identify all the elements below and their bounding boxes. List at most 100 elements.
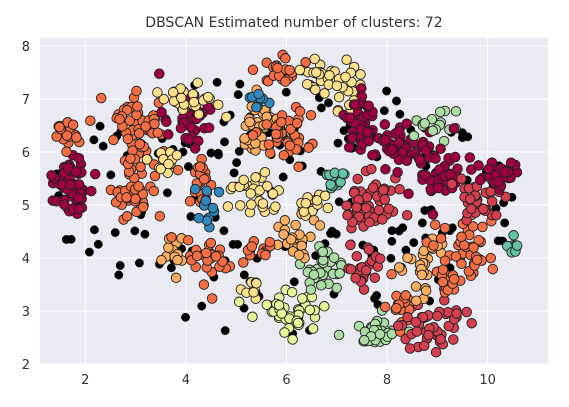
cluster-point [202, 91, 214, 103]
noise-point [130, 226, 140, 236]
cluster-point [341, 200, 352, 211]
cluster-point [439, 222, 451, 234]
x-axis-ticks: 2 4 6 8 10 [81, 373, 496, 388]
cluster-point [383, 203, 394, 214]
cluster-point [163, 129, 174, 140]
cluster-point [310, 67, 322, 78]
cluster-point [432, 182, 444, 194]
x-tick-label: 6 [282, 373, 290, 388]
cluster-point [270, 128, 282, 140]
cluster-point [284, 140, 296, 151]
cluster-point [430, 346, 442, 358]
cluster-point [247, 311, 258, 323]
cluster-point [121, 211, 133, 222]
x-tick-label: 4 [182, 373, 190, 388]
cluster-point [73, 152, 85, 164]
cluster-point [416, 269, 428, 281]
cluster-point [374, 253, 386, 264]
cluster-point [278, 149, 290, 161]
cluster-point [294, 106, 306, 117]
cluster-point [393, 126, 405, 137]
cluster-point [137, 201, 149, 213]
cluster-point [172, 254, 183, 266]
cluster-point [259, 166, 271, 178]
cluster-point [429, 219, 441, 230]
cluster-point [198, 173, 210, 185]
noise-point [398, 223, 408, 233]
y-tick-label: 4 [22, 252, 30, 267]
noise-point [95, 121, 105, 131]
cluster-point [167, 86, 179, 98]
cluster-point [359, 334, 370, 346]
cluster-point [235, 200, 246, 211]
cluster-point [401, 209, 413, 221]
cluster-point [286, 286, 298, 298]
cluster-point [308, 269, 320, 280]
cluster-point [363, 135, 374, 147]
cluster-point [367, 149, 378, 161]
cluster-point [108, 134, 119, 146]
noise-point [110, 228, 120, 238]
cluster-point [352, 173, 363, 185]
cluster-point [439, 255, 451, 266]
cluster-point [293, 161, 304, 173]
cluster-point [363, 244, 375, 255]
cluster-point [300, 197, 312, 209]
noise-point [420, 206, 430, 215]
cluster-point [267, 188, 279, 199]
cluster-point [280, 76, 291, 87]
cluster-point [401, 155, 413, 167]
cluster-point [430, 153, 441, 164]
cluster-point [276, 116, 287, 128]
cluster-point [285, 234, 297, 245]
noise-point [220, 326, 230, 336]
cluster-point [394, 184, 405, 195]
noise-point [220, 137, 229, 147]
cluster-point [331, 80, 343, 91]
x-tick-label: 10 [479, 373, 496, 388]
noise-point [232, 158, 242, 168]
cluster-point [192, 77, 203, 88]
cluster-point [73, 203, 85, 215]
cluster-point [193, 212, 205, 224]
cluster-point [305, 284, 317, 295]
cluster-point [284, 64, 295, 76]
cluster-point [456, 231, 467, 243]
cluster-point [198, 279, 210, 290]
noise-point [379, 106, 389, 116]
cluster-point [474, 174, 486, 186]
cluster-point [333, 329, 345, 341]
cluster-point [260, 249, 271, 261]
cluster-point [325, 179, 336, 190]
cluster-point [125, 153, 136, 164]
cluster-point [410, 281, 422, 292]
cluster-point [483, 163, 494, 175]
cluster-point [296, 240, 307, 252]
y-tick-label: 8 [22, 40, 30, 55]
cluster-point [419, 118, 430, 129]
cluster-point [427, 125, 438, 136]
cluster-point [340, 71, 351, 83]
cluster-point [363, 100, 374, 111]
cluster-point [114, 113, 125, 125]
cluster-point [131, 85, 142, 97]
cluster-point [54, 121, 65, 133]
cluster-point [73, 192, 84, 204]
cluster-point [133, 181, 144, 192]
cluster-point [404, 343, 416, 354]
cluster-point [238, 257, 249, 268]
noise-point [134, 258, 144, 268]
cluster-point [278, 229, 289, 240]
cluster-point [309, 53, 320, 65]
cluster-point [402, 312, 413, 323]
noise-point [333, 138, 343, 148]
cluster-point [294, 64, 306, 76]
cluster-point [292, 317, 304, 329]
cluster-point [264, 236, 276, 248]
cluster-point [485, 252, 497, 264]
cluster-point [194, 161, 206, 173]
cluster-point [435, 233, 447, 244]
cluster-point [124, 115, 136, 126]
cluster-point [161, 116, 172, 128]
